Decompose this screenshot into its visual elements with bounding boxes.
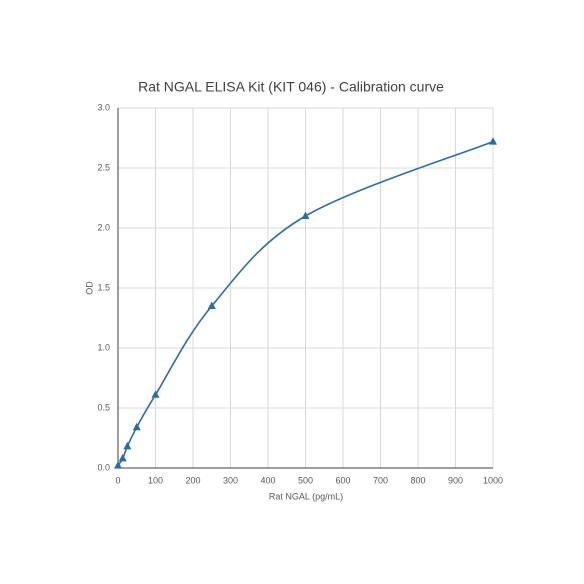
marker xyxy=(151,390,160,398)
marker xyxy=(489,137,497,145)
marker xyxy=(132,422,141,431)
x-tick-label: 300 xyxy=(223,475,238,485)
x-tick-label: 700 xyxy=(373,475,388,485)
x-tick-label: 900 xyxy=(448,475,463,485)
x-tick-label: 500 xyxy=(298,475,313,485)
x-tick-label: 800 xyxy=(410,475,425,485)
y-tick-label: 0.0 xyxy=(97,462,110,472)
marker xyxy=(207,301,216,309)
x-tick-label: 100 xyxy=(148,475,163,485)
y-tick-label: 2.5 xyxy=(97,162,110,172)
y-tick-label: 3.0 xyxy=(97,102,110,112)
x-tick-label: 600 xyxy=(335,475,350,485)
marker xyxy=(123,441,132,450)
x-tick-label: 400 xyxy=(260,475,275,485)
y-tick-label: 1.0 xyxy=(97,342,110,352)
marker xyxy=(301,211,310,219)
marker xyxy=(118,453,127,462)
y-tick-label: 0.5 xyxy=(97,402,110,412)
x-tick-label: 200 xyxy=(185,475,200,485)
x-tick-label: 1000 xyxy=(483,475,503,485)
curve xyxy=(117,140,494,467)
y-axis-label: OD xyxy=(84,281,94,295)
y-tick-label: 2.0 xyxy=(97,222,110,232)
chart-title: Rat NGAL ELISA Kit (KIT 046) - Calibrati… xyxy=(138,79,444,95)
y-tick-label: 1.5 xyxy=(97,282,110,292)
marker xyxy=(114,461,122,469)
x-axis-label: Rat NGAL (pg/mL) xyxy=(269,491,343,501)
x-tick-label: 0 xyxy=(115,475,120,485)
